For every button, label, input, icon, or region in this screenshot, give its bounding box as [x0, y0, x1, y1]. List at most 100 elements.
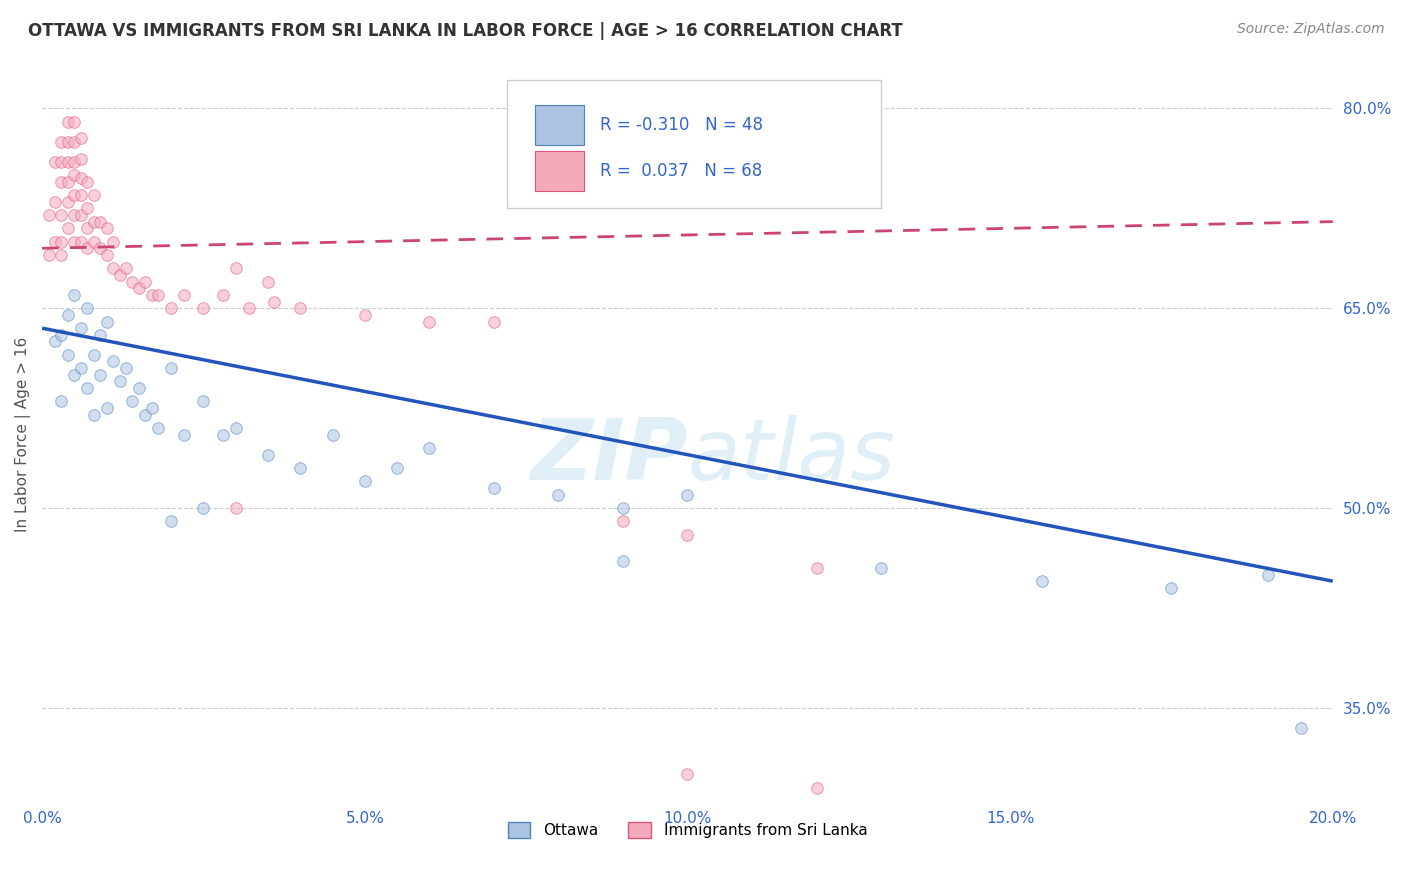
Point — [211, 288, 233, 302]
Point — [482, 314, 505, 328]
Point — [38, 208, 60, 222]
Point — [63, 115, 86, 129]
Point — [69, 361, 91, 376]
Point — [141, 288, 163, 302]
Point — [63, 154, 86, 169]
Text: R = -0.310   N = 48: R = -0.310 N = 48 — [600, 116, 762, 134]
Point — [44, 194, 66, 209]
Text: OTTAWA VS IMMIGRANTS FROM SRI LANKA IN LABOR FORCE | AGE > 16 CORRELATION CHART: OTTAWA VS IMMIGRANTS FROM SRI LANKA IN L… — [28, 22, 903, 40]
Point — [257, 448, 280, 462]
Point — [134, 408, 156, 422]
Point — [89, 241, 111, 255]
Point — [76, 221, 98, 235]
Point — [69, 170, 91, 185]
Point — [56, 348, 79, 362]
Point — [128, 381, 150, 395]
Point — [96, 314, 118, 328]
Point — [115, 361, 138, 376]
Point — [56, 154, 79, 169]
Point — [51, 135, 73, 149]
Point — [83, 214, 105, 228]
Point — [806, 561, 828, 575]
Point — [56, 115, 79, 129]
Point — [96, 248, 118, 262]
Point — [51, 175, 73, 189]
Point — [547, 488, 569, 502]
Point — [56, 194, 79, 209]
FancyBboxPatch shape — [536, 151, 583, 191]
Point — [806, 780, 828, 795]
Point — [612, 500, 634, 515]
Point — [1160, 581, 1182, 595]
Point — [225, 421, 247, 435]
Point — [257, 275, 280, 289]
Point — [121, 394, 143, 409]
Point — [193, 301, 215, 316]
Point — [148, 421, 170, 435]
Point — [69, 188, 91, 202]
Point — [51, 208, 73, 222]
FancyBboxPatch shape — [536, 104, 583, 145]
Point — [108, 375, 131, 389]
Point — [63, 208, 86, 222]
Text: Source: ZipAtlas.com: Source: ZipAtlas.com — [1237, 22, 1385, 37]
Point — [51, 154, 73, 169]
Point — [83, 188, 105, 202]
Point — [51, 248, 73, 262]
Point — [101, 235, 124, 249]
Point — [63, 368, 86, 382]
Point — [128, 281, 150, 295]
Point — [63, 235, 86, 249]
Point — [44, 334, 66, 349]
Point — [89, 214, 111, 228]
Text: ZIP: ZIP — [530, 415, 688, 498]
Point — [76, 241, 98, 255]
Point — [160, 301, 183, 316]
Point — [115, 261, 138, 276]
Point — [1031, 574, 1053, 589]
Point — [148, 288, 170, 302]
Point — [89, 327, 111, 342]
Point — [44, 154, 66, 169]
Point — [56, 308, 79, 322]
Point — [51, 327, 73, 342]
Text: atlas: atlas — [688, 415, 896, 498]
Point — [83, 235, 105, 249]
Point — [238, 301, 260, 316]
Point — [44, 235, 66, 249]
Point — [76, 175, 98, 189]
Point — [101, 354, 124, 368]
Point — [38, 248, 60, 262]
Point — [612, 554, 634, 568]
Point — [353, 308, 375, 322]
Point — [56, 221, 79, 235]
Point — [69, 152, 91, 166]
Point — [612, 514, 634, 528]
Point — [134, 275, 156, 289]
Point — [96, 221, 118, 235]
Legend: Ottawa, Immigrants from Sri Lanka: Ottawa, Immigrants from Sri Lanka — [502, 816, 873, 845]
Point — [1257, 567, 1279, 582]
Point — [263, 294, 285, 309]
Point — [141, 401, 163, 415]
Point — [63, 135, 86, 149]
Point — [56, 175, 79, 189]
Point — [290, 461, 312, 475]
Point — [76, 301, 98, 316]
Point — [385, 461, 408, 475]
Point — [225, 500, 247, 515]
Point — [160, 514, 183, 528]
Point — [290, 301, 312, 316]
Point — [418, 441, 440, 455]
Point — [51, 394, 73, 409]
Point — [83, 408, 105, 422]
Point — [418, 314, 440, 328]
Point — [63, 188, 86, 202]
Point — [870, 561, 893, 575]
FancyBboxPatch shape — [506, 79, 882, 208]
Point — [173, 427, 195, 442]
Point — [63, 168, 86, 182]
Point — [121, 275, 143, 289]
Point — [69, 130, 91, 145]
Point — [482, 481, 505, 495]
